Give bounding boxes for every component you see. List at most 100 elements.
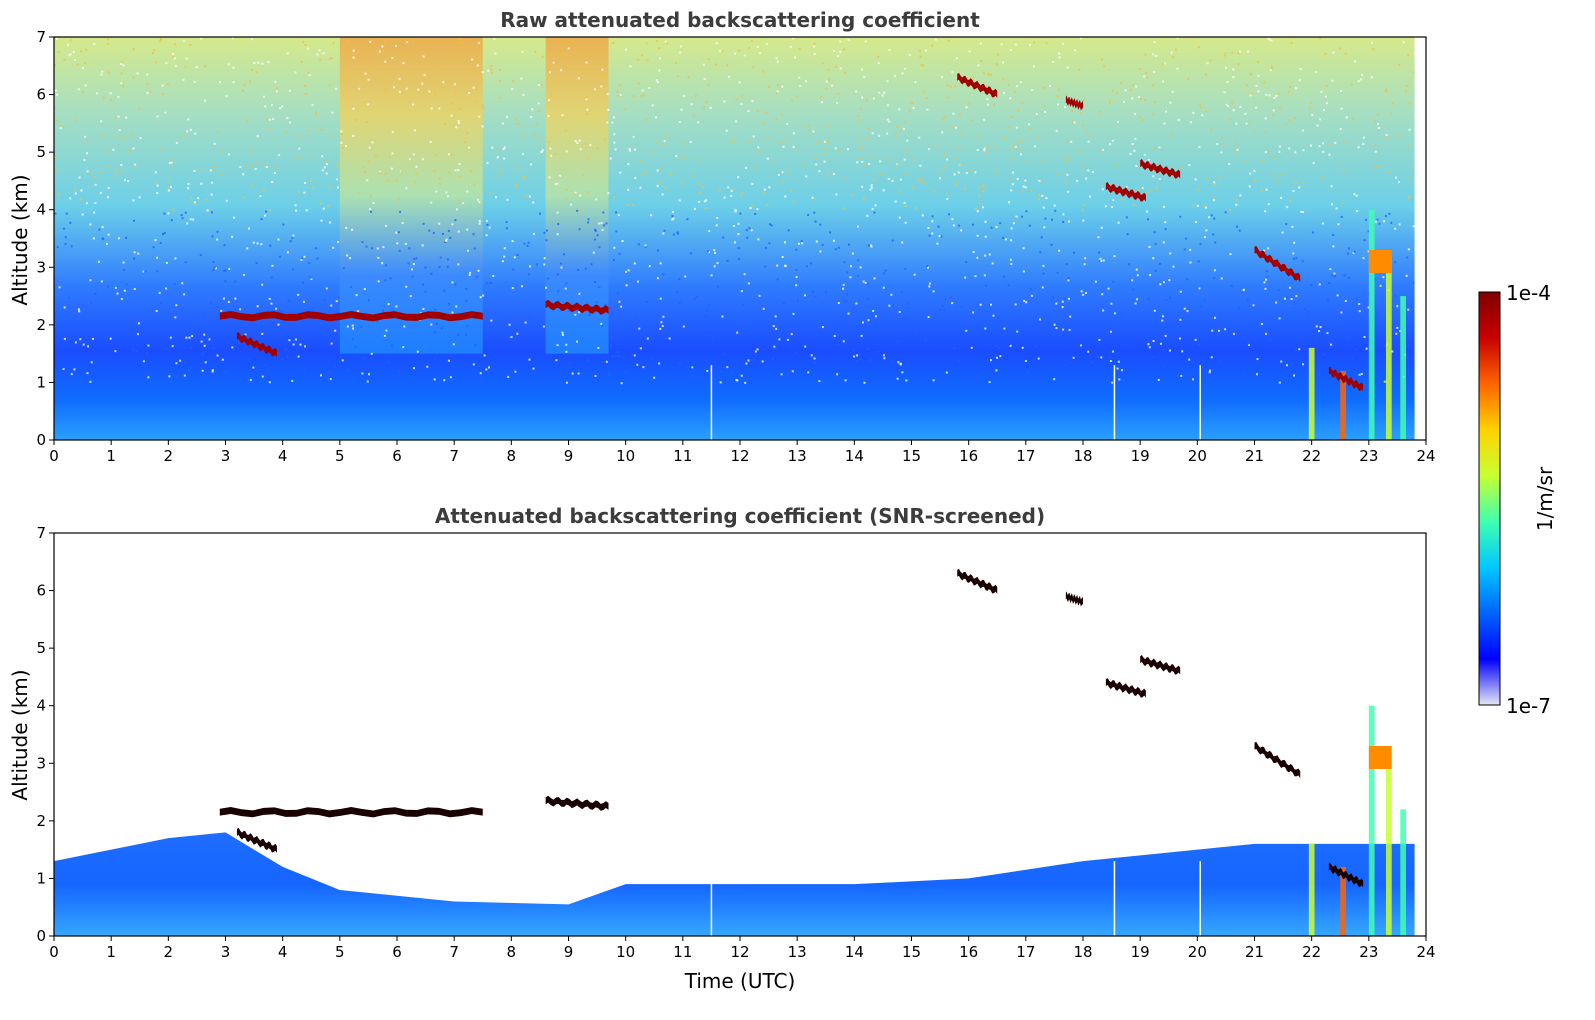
no-data-region (1414, 37, 1426, 440)
x-tick-label: 13 (788, 447, 807, 465)
x-tick-label: 6 (392, 943, 402, 961)
noise-column (339, 37, 483, 354)
x-axis-label: Time (UTC) (684, 969, 796, 993)
colorbar-max-label: 1e-4 (1506, 281, 1551, 305)
x-tick-label: 21 (1245, 447, 1264, 465)
y-tick-label: 0 (36, 927, 46, 945)
x-tick-label: 1 (106, 447, 116, 465)
cloud-layer (1140, 654, 1181, 675)
y-tick-label: 0 (36, 431, 46, 449)
precipitation-column (1308, 347, 1315, 440)
x-tick-label: 15 (902, 447, 921, 465)
y-axis-ticks: 0 1 2 3 4 5 6 7 (36, 28, 54, 449)
x-tick-label: 11 (673, 447, 692, 465)
cloud-layer (219, 311, 483, 322)
y-tick-label: 1 (36, 373, 46, 391)
x-tick-label: 0 (49, 447, 59, 465)
colorbar: 1e-4 1e-7 1/m/sr (1478, 281, 1557, 718)
x-tick-label: 19 (1131, 447, 1150, 465)
cloud-layer (219, 807, 483, 818)
x-axis-ticks: 0 1 2 3 4 5 6 7 8 9 10 11 12 13 14 15 16 17 18 19 20 21 22 23 24 (49, 440, 1436, 465)
raw-heatmap (54, 37, 1426, 440)
x-tick-label: 4 (278, 943, 288, 961)
x-tick-label: 17 (1016, 447, 1035, 465)
x-tick-label: 21 (1245, 943, 1264, 961)
y-tick-label: 3 (36, 258, 46, 276)
x-tick-label: 16 (959, 447, 978, 465)
cloud-layer (236, 331, 277, 358)
y-tick-label: 7 (36, 524, 46, 542)
x-tick-label: 7 (449, 447, 459, 465)
precipitation-column (1340, 370, 1346, 440)
x-tick-label: 3 (221, 943, 231, 961)
y-axis-ticks: 0 1 2 3 4 5 6 7 (36, 524, 54, 945)
x-tick-label: 10 (616, 447, 635, 465)
y-tick-label: 5 (36, 639, 46, 657)
screened-backscatter-panel: Attenuated backscattering coefficient (S… (8, 504, 1436, 993)
x-tick-label: 12 (730, 943, 749, 961)
x-tick-label: 13 (788, 943, 807, 961)
y-tick-label: 7 (36, 28, 46, 46)
x-tick-label: 10 (616, 943, 635, 961)
y-tick-label: 2 (36, 316, 46, 334)
x-axis-ticks: 0 1 2 3 4 5 6 7 8 9 10 11 12 13 14 15 16 17 18 19 20 21 22 23 24 (49, 936, 1436, 961)
x-tick-label: 14 (845, 943, 864, 961)
chart-title: Attenuated backscattering coefficient (S… (435, 504, 1045, 528)
precipitation-column (1308, 843, 1315, 936)
cloud-layer (957, 72, 998, 98)
cloud-layer (1065, 591, 1083, 607)
x-tick-label: 9 (564, 943, 574, 961)
cloud-patch (1368, 250, 1392, 274)
x-tick-label: 15 (902, 943, 921, 961)
colorbar-label: 1/m/sr (1533, 466, 1557, 531)
cloud-layer (957, 568, 998, 594)
cloud-patch (1368, 746, 1392, 770)
x-tick-label: 0 (49, 943, 59, 961)
x-tick-label: 8 (507, 943, 517, 961)
y-tick-label: 6 (36, 582, 46, 600)
cloud-layer (545, 299, 609, 315)
x-tick-label: 24 (1416, 943, 1435, 961)
x-tick-label: 4 (278, 447, 288, 465)
x-tick-label: 22 (1302, 943, 1321, 961)
x-tick-label: 5 (335, 943, 345, 961)
x-tick-label: 1 (106, 943, 116, 961)
x-tick-label: 8 (507, 447, 517, 465)
colorbar-min-label: 1e-7 (1506, 694, 1551, 718)
x-tick-label: 11 (673, 943, 692, 961)
x-tick-label: 12 (730, 447, 749, 465)
x-tick-label: 2 (164, 943, 174, 961)
y-tick-label: 4 (36, 697, 46, 715)
x-tick-label: 16 (959, 943, 978, 961)
precipitation-column (1368, 209, 1375, 440)
cloud-layer (1328, 862, 1364, 888)
x-tick-label: 14 (845, 447, 864, 465)
precipitation-column (1385, 255, 1392, 440)
x-tick-label: 3 (221, 447, 231, 465)
precipitation-column (1368, 705, 1375, 936)
precipitation-column (1385, 751, 1392, 936)
y-tick-label: 2 (36, 812, 46, 830)
chart-title: Raw attenuated backscattering coefficien… (500, 8, 980, 32)
y-tick-label: 1 (36, 869, 46, 887)
y-tick-label: 4 (36, 201, 46, 219)
x-tick-label: 17 (1016, 943, 1035, 961)
y-tick-label: 3 (36, 754, 46, 772)
cloud-layer (236, 827, 277, 854)
x-tick-label: 9 (564, 447, 574, 465)
precipitation-column (1400, 296, 1406, 440)
y-tick-label: 5 (36, 143, 46, 161)
raw-backscatter-panel: Raw attenuated backscattering coefficien… (8, 8, 1436, 465)
cloud-layer (1254, 246, 1301, 283)
x-tick-label: 18 (1073, 447, 1092, 465)
x-tick-label: 2 (164, 447, 174, 465)
x-tick-label: 20 (1188, 447, 1207, 465)
x-tick-label: 24 (1416, 447, 1435, 465)
cloud-layer (1065, 95, 1083, 111)
cloud-layer (1105, 677, 1146, 698)
cloud-layer (1105, 181, 1146, 202)
y-tick-label: 6 (36, 86, 46, 104)
noise-column (545, 37, 609, 354)
heatmap-background (54, 37, 1426, 440)
